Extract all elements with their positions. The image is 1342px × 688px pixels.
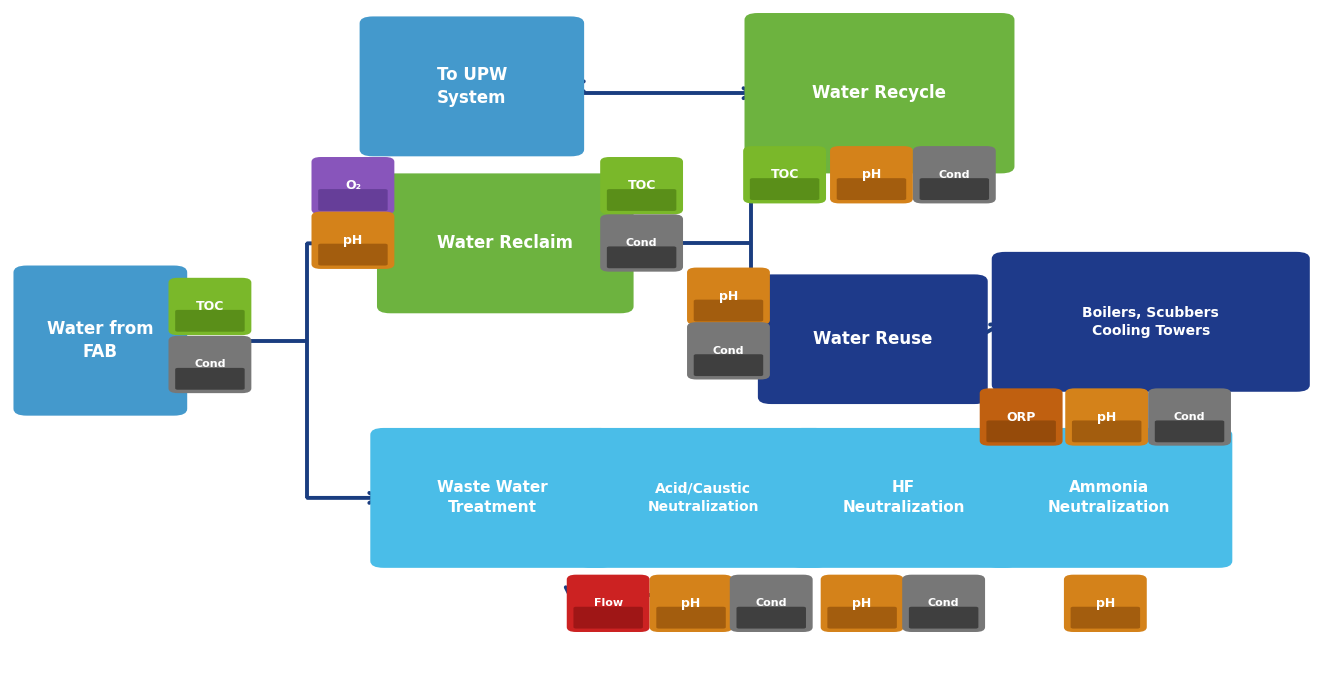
FancyBboxPatch shape	[607, 246, 676, 268]
FancyBboxPatch shape	[176, 368, 244, 389]
FancyBboxPatch shape	[836, 178, 906, 200]
Text: TOC: TOC	[196, 300, 224, 313]
Text: Boilers, Scubbers
Cooling Towers: Boilers, Scubbers Cooling Towers	[1083, 305, 1219, 338]
Text: pH: pH	[1095, 596, 1115, 610]
FancyBboxPatch shape	[169, 336, 251, 393]
FancyBboxPatch shape	[750, 178, 820, 200]
Text: Cond: Cond	[195, 359, 225, 369]
FancyBboxPatch shape	[311, 157, 395, 215]
FancyBboxPatch shape	[758, 275, 988, 404]
Text: Ammonia
Neutralization: Ammonia Neutralization	[1048, 480, 1170, 515]
Text: To UPW
System: To UPW System	[436, 65, 507, 107]
FancyBboxPatch shape	[694, 354, 764, 376]
Text: HF
Neutralization: HF Neutralization	[843, 480, 965, 515]
Text: TOC: TOC	[628, 179, 656, 192]
FancyBboxPatch shape	[687, 268, 770, 325]
FancyBboxPatch shape	[13, 266, 187, 416]
FancyBboxPatch shape	[318, 244, 388, 266]
FancyBboxPatch shape	[176, 310, 244, 332]
FancyBboxPatch shape	[694, 300, 764, 321]
FancyBboxPatch shape	[573, 607, 643, 629]
FancyBboxPatch shape	[656, 607, 726, 629]
FancyBboxPatch shape	[566, 574, 650, 632]
FancyBboxPatch shape	[1071, 607, 1141, 629]
FancyBboxPatch shape	[828, 607, 896, 629]
Text: Water Recycle: Water Recycle	[812, 84, 946, 103]
FancyBboxPatch shape	[1064, 574, 1147, 632]
Text: Water from
FAB: Water from FAB	[47, 320, 153, 361]
Text: pH: pH	[344, 234, 362, 247]
Text: pH: pH	[1096, 411, 1117, 424]
FancyBboxPatch shape	[687, 322, 770, 380]
FancyBboxPatch shape	[980, 388, 1063, 446]
FancyBboxPatch shape	[1149, 388, 1231, 446]
Text: Cond: Cond	[713, 346, 745, 356]
Text: ORP: ORP	[1006, 411, 1036, 424]
Text: TOC: TOC	[770, 169, 798, 181]
FancyBboxPatch shape	[1155, 420, 1224, 442]
FancyBboxPatch shape	[745, 13, 1015, 173]
FancyBboxPatch shape	[169, 278, 251, 335]
FancyBboxPatch shape	[821, 574, 903, 632]
FancyBboxPatch shape	[650, 574, 733, 632]
Text: Cond: Cond	[756, 599, 786, 608]
Text: O₂: O₂	[345, 179, 361, 192]
FancyBboxPatch shape	[1066, 388, 1149, 446]
FancyBboxPatch shape	[909, 607, 978, 629]
FancyBboxPatch shape	[1072, 420, 1142, 442]
Text: Waste Water
Treatment: Waste Water Treatment	[436, 480, 548, 515]
Text: pH: pH	[719, 290, 738, 303]
FancyBboxPatch shape	[919, 178, 989, 200]
FancyBboxPatch shape	[743, 146, 827, 204]
Text: Flow: Flow	[593, 599, 623, 608]
Text: pH: pH	[852, 596, 872, 610]
FancyBboxPatch shape	[730, 574, 813, 632]
FancyBboxPatch shape	[600, 157, 683, 215]
FancyBboxPatch shape	[992, 252, 1310, 391]
Text: Cond: Cond	[1174, 412, 1205, 422]
Text: Water Reclaim: Water Reclaim	[437, 235, 573, 252]
Text: pH: pH	[862, 169, 882, 181]
FancyBboxPatch shape	[913, 146, 996, 204]
FancyBboxPatch shape	[902, 574, 985, 632]
FancyBboxPatch shape	[985, 428, 1232, 568]
Text: Water Reuse: Water Reuse	[813, 330, 933, 348]
FancyBboxPatch shape	[377, 173, 633, 313]
FancyBboxPatch shape	[600, 215, 683, 272]
FancyBboxPatch shape	[360, 17, 584, 156]
Text: Cond: Cond	[625, 238, 658, 248]
Text: Acid/Caustic
Neutralization: Acid/Caustic Neutralization	[647, 482, 758, 514]
FancyBboxPatch shape	[737, 607, 807, 629]
FancyBboxPatch shape	[986, 420, 1056, 442]
FancyBboxPatch shape	[831, 146, 913, 204]
FancyBboxPatch shape	[577, 428, 829, 568]
FancyBboxPatch shape	[318, 189, 388, 211]
FancyBboxPatch shape	[311, 212, 395, 269]
Text: pH: pH	[682, 596, 701, 610]
Text: Cond: Cond	[927, 599, 960, 608]
FancyBboxPatch shape	[607, 189, 676, 211]
Text: Cond: Cond	[938, 170, 970, 180]
FancyBboxPatch shape	[789, 428, 1019, 568]
FancyBboxPatch shape	[370, 428, 613, 568]
